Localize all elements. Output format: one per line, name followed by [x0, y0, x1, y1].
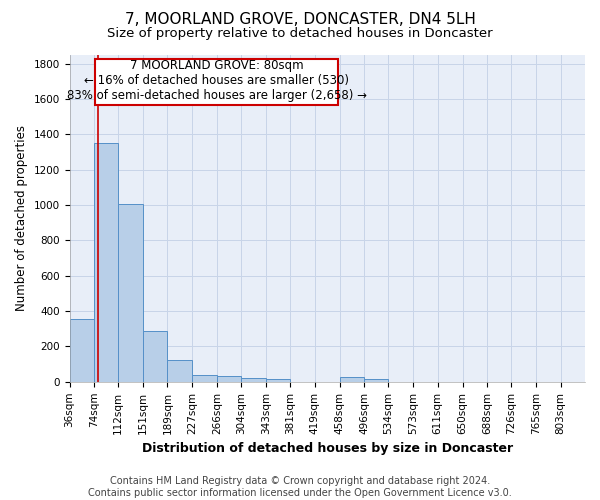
Bar [94, 144, 118, 382]
Y-axis label: Number of detached properties: Number of detached properties [15, 126, 28, 312]
Text: Contains HM Land Registry data © Crown copyright and database right 2024.
Contai: Contains HM Land Registry data © Crown c… [88, 476, 512, 498]
Bar [167, 360, 192, 382]
Bar [192, 375, 217, 382]
Bar [266, 378, 290, 382]
Bar [143, 330, 167, 382]
FancyBboxPatch shape [95, 58, 338, 106]
Text: 7, MOORLAND GROVE, DONCASTER, DN4 5LH: 7, MOORLAND GROVE, DONCASTER, DN4 5LH [125, 12, 475, 28]
Bar [70, 319, 94, 382]
Bar [118, 204, 143, 382]
Bar [364, 378, 388, 382]
X-axis label: Distribution of detached houses by size in Doncaster: Distribution of detached houses by size … [142, 442, 513, 455]
Text: 7 MOORLAND GROVE: 80sqm
← 16% of detached houses are smaller (530)
83% of semi-d: 7 MOORLAND GROVE: 80sqm ← 16% of detache… [67, 58, 367, 102]
Bar [217, 376, 241, 382]
Text: Size of property relative to detached houses in Doncaster: Size of property relative to detached ho… [107, 28, 493, 40]
Bar [241, 378, 266, 382]
Bar [340, 376, 364, 382]
